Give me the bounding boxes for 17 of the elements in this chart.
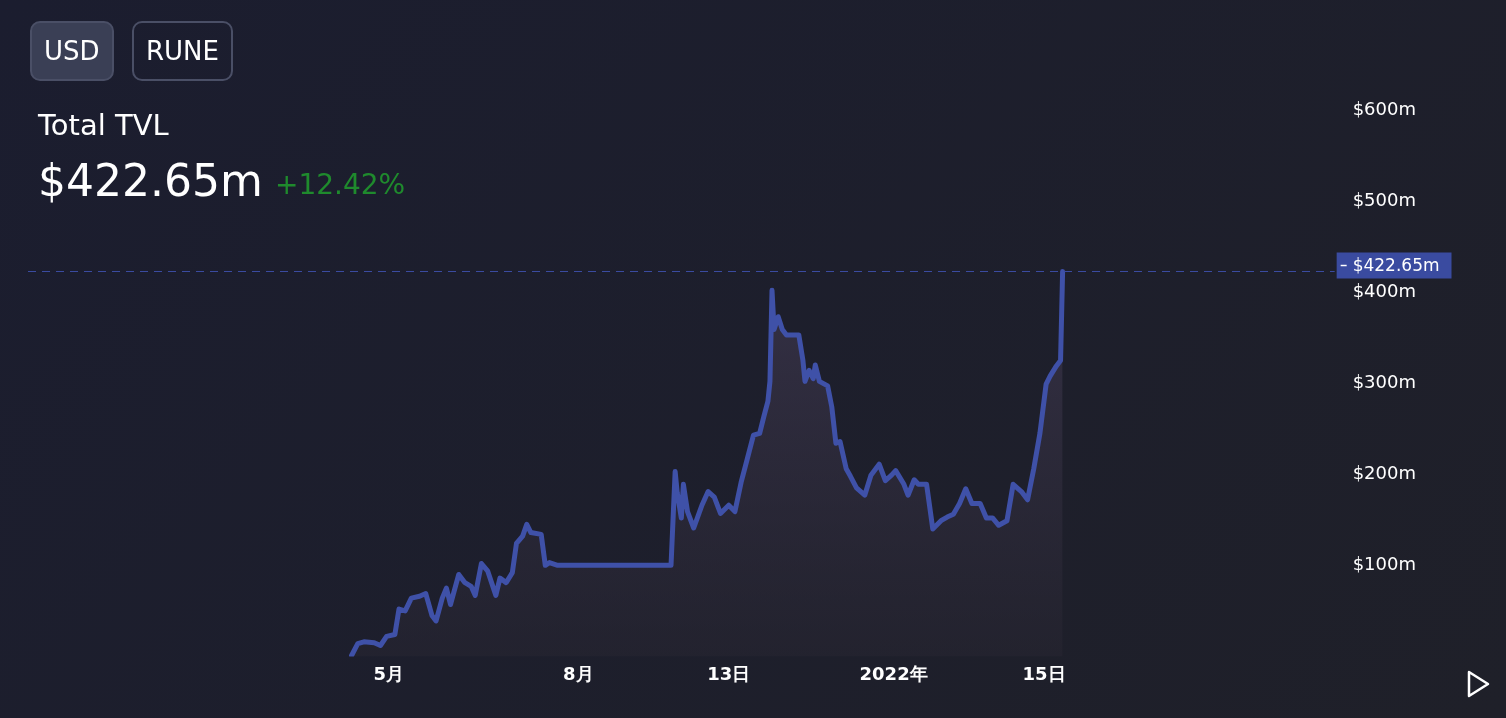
y-tick-label: $400m xyxy=(1352,279,1416,301)
x-tick-label: 15日 xyxy=(1022,662,1066,684)
x-tick-label: 8月 xyxy=(563,662,594,684)
x-tick-label: 5月 xyxy=(373,662,404,684)
y-tick-label: $100m xyxy=(1352,553,1416,575)
text: RUNE xyxy=(132,21,233,81)
y-tick-label: $200m xyxy=(1352,461,1416,483)
annotation: +12.42% xyxy=(275,168,406,201)
text: $422.65m xyxy=(38,155,263,206)
text: USD xyxy=(30,21,114,81)
y-tick-label: $300m xyxy=(1352,370,1416,392)
ref-line-label: $422.65m xyxy=(1352,254,1440,275)
chart-title: Total TVL xyxy=(38,108,169,142)
y-tick-label: $600m xyxy=(1352,97,1416,119)
x-tick-label: 13日 xyxy=(707,662,751,684)
x-tick-label: 2022年 xyxy=(859,662,928,684)
y-tick-label: $500m xyxy=(1352,188,1416,210)
